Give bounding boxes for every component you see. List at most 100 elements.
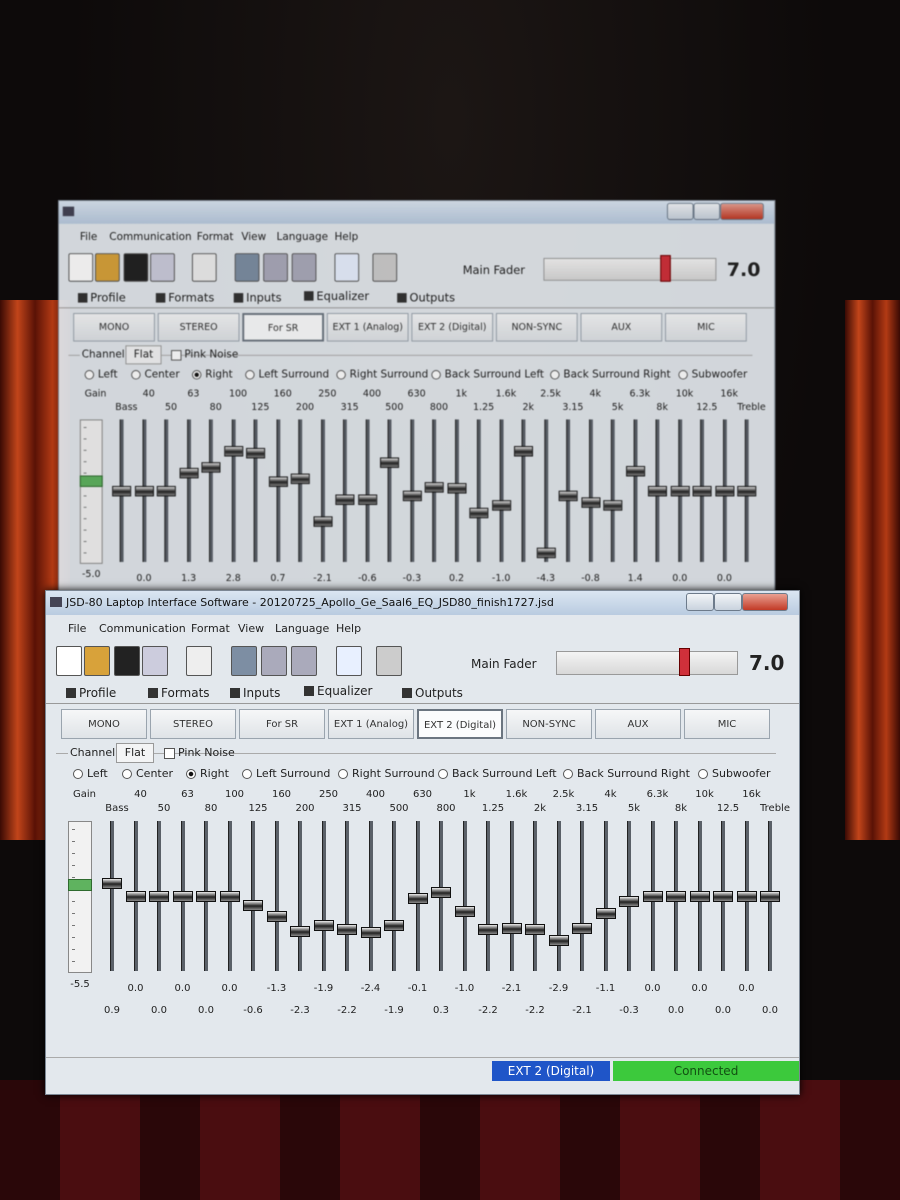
toolbar-button[interactable] [261,646,287,676]
radio-button[interactable] [698,769,708,779]
radio-button[interactable] [438,769,448,779]
eq-knob[interactable] [558,490,578,501]
menu-item[interactable]: Communication [109,230,192,243]
eq-knob[interactable] [268,475,288,487]
toolbar-button[interactable] [95,253,120,282]
eq-knob[interactable] [736,891,757,902]
eq-knob[interactable] [134,485,154,497]
radio-button[interactable] [73,769,83,779]
fader-knob[interactable] [679,648,691,676]
eq-knob[interactable] [514,446,533,457]
radio-button[interactable] [338,769,348,779]
eq-knob[interactable] [572,922,592,934]
eq-knob[interactable] [478,924,498,935]
radio-button[interactable] [191,370,202,380]
eq-knob[interactable] [125,891,146,902]
eq-knob[interactable] [580,497,600,508]
eq-knob[interactable] [447,483,467,494]
toolbar-button[interactable] [191,253,217,282]
gain-knob[interactable] [68,879,92,891]
menu-item[interactable]: View [238,622,265,635]
menu-item[interactable]: File [79,230,98,243]
toolbar-button[interactable] [376,646,402,676]
eq-knob[interactable] [670,485,690,497]
eq-knob[interactable] [201,461,221,473]
eq-knob[interactable] [156,485,176,497]
eq-knob[interactable] [647,485,667,497]
tab[interactable]: Profile [90,291,126,305]
flat-button[interactable]: Flat [125,345,162,365]
mode-button[interactable]: EXT 1 (Analog) [328,709,414,739]
eq-knob[interactable] [501,922,522,934]
toolbar-button[interactable] [56,646,82,676]
eq-knob[interactable] [266,910,287,922]
minimize-button[interactable] [686,593,714,611]
menu-item[interactable]: Format [191,622,230,635]
radio-button[interactable] [563,769,573,779]
tab[interactable]: Inputs [243,686,281,700]
eq-knob[interactable] [384,919,404,931]
toolbar-button[interactable] [336,646,362,676]
eq-knob[interactable] [713,891,733,902]
eq-knob[interactable] [491,500,511,511]
radio-button[interactable] [84,370,95,380]
eq-knob[interactable] [149,891,169,902]
mode-button[interactable]: NON-SYNC [506,709,592,739]
eq-knob[interactable] [337,924,357,935]
eq-knob[interactable] [335,494,355,505]
eq-knob[interactable] [469,507,489,518]
maximize-button[interactable] [693,202,721,220]
eq-knob[interactable] [737,485,757,497]
toolbar-button[interactable] [186,646,212,676]
toolbar-button[interactable] [234,253,260,282]
eq-knob[interactable] [290,473,310,484]
eq-knob[interactable] [714,485,734,497]
tab[interactable]: Formats [161,686,210,700]
maximize-button[interactable] [714,593,742,611]
minimize-button[interactable] [666,202,694,220]
eq-knob[interactable] [431,886,451,898]
eq-knob[interactable] [402,490,422,501]
eq-knob[interactable] [112,485,132,497]
radio-button[interactable] [131,370,141,380]
flat-button[interactable]: Flat [116,743,154,763]
radio-button[interactable] [678,370,688,380]
toolbar-button[interactable] [291,646,317,676]
mode-button[interactable]: STEREO [157,313,240,342]
mode-button[interactable]: MIC [684,709,770,739]
fader-knob[interactable] [660,255,671,282]
eq-knob[interactable] [223,446,243,457]
tab[interactable]: Formats [168,291,215,305]
eq-knob[interactable] [290,925,310,937]
toolbar-button[interactable] [84,646,110,676]
eq-knob[interactable] [172,891,193,902]
toolbar-button[interactable] [150,253,175,282]
tab[interactable]: Outputs [415,686,463,700]
checkbox[interactable] [171,350,182,361]
eq-knob[interactable] [454,906,475,917]
radio-button[interactable] [550,370,560,380]
tab[interactable]: Outputs [409,291,456,305]
eq-knob[interactable] [219,891,240,902]
eq-knob[interactable] [424,481,444,493]
toolbar-button[interactable] [123,253,149,282]
eq-knob[interactable] [179,467,199,478]
toolbar-button[interactable] [291,253,317,282]
eq-knob[interactable] [196,891,216,902]
eq-knob[interactable] [313,919,334,931]
eq-knob[interactable] [760,891,780,902]
mode-button[interactable]: For SR [239,709,325,739]
tab[interactable]: Profile [79,686,117,700]
toolbar-button[interactable] [231,646,257,676]
eq-knob[interactable] [595,907,616,919]
toolbar-button[interactable] [114,646,140,676]
eq-knob[interactable] [243,900,263,911]
eq-knob[interactable] [360,927,381,938]
eq-knob[interactable] [536,547,556,558]
menu-item[interactable]: View [241,230,267,243]
mode-button[interactable]: MONO [61,709,147,739]
checkbox[interactable] [164,748,175,759]
tab-selected[interactable]: Equalizer [316,289,370,303]
close-button[interactable] [742,593,788,611]
mode-button[interactable]: AUX [580,313,663,342]
